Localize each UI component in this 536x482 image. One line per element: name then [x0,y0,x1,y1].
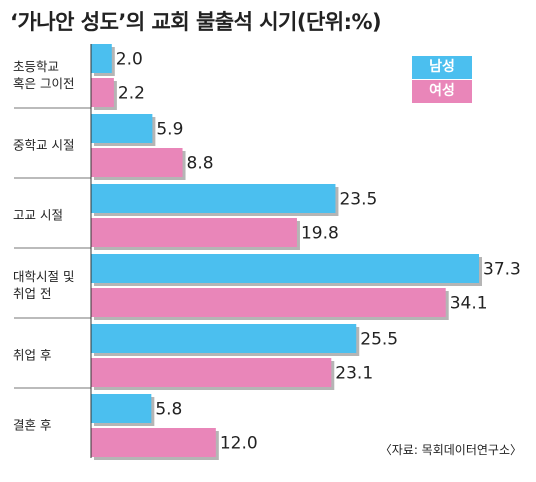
value-label: 34.1 [450,294,488,314]
category-label: 고교 시절 [13,208,63,223]
bar-female [91,288,446,317]
bar-male [91,184,336,213]
legend-female: 여성 [412,80,472,103]
value-label: 23.1 [335,364,373,384]
value-label: 23.5 [339,190,377,210]
bar-female [91,218,297,247]
bar-female [91,358,332,387]
bar-male [91,394,152,423]
value-label: 8.8 [187,154,214,174]
legend-male: 남성 [412,56,472,79]
bar-male [91,324,357,353]
value-label: 19.8 [301,224,339,244]
category-separators [14,107,91,389]
value-label: 37.3 [483,260,521,280]
value-label: 25.5 [360,330,398,350]
bar-female [91,78,114,107]
value-label: 2.0 [116,50,143,70]
category-label: 초등학교 [13,59,59,74]
bar-female [91,428,216,457]
legend-female-label: 여성 [429,83,455,99]
bars: 2.0 2.2 5.98.8 23.519.8 37.3 34.1 25.5 23.1 5.8 1… [91,44,521,460]
category-label: 취업 후 [13,348,51,363]
category-label: 결혼 후 [13,418,51,433]
legend-male-label: 남성 [429,59,455,75]
value-label: 12.0 [220,434,258,454]
bar-male [91,44,112,73]
value-label: 5.9 [156,120,183,140]
category-label: 중학교 시절 [13,138,74,153]
value-label: 5.8 [155,400,182,420]
source-note: 〈자료: 목회데이터연구소〉 [379,443,522,457]
category-label: 취업 전 [13,286,51,301]
bar-male [91,254,479,283]
category-label: 대학시절 및 [13,269,74,284]
category-label: 혹은 그이전 [13,76,74,91]
bar-male [91,114,153,143]
bar-female [91,148,183,177]
chart-title: ‘가나안 성도’의 교회 불출석 시기(단위:%) [10,10,382,34]
value-label: 2.2 [118,84,145,104]
